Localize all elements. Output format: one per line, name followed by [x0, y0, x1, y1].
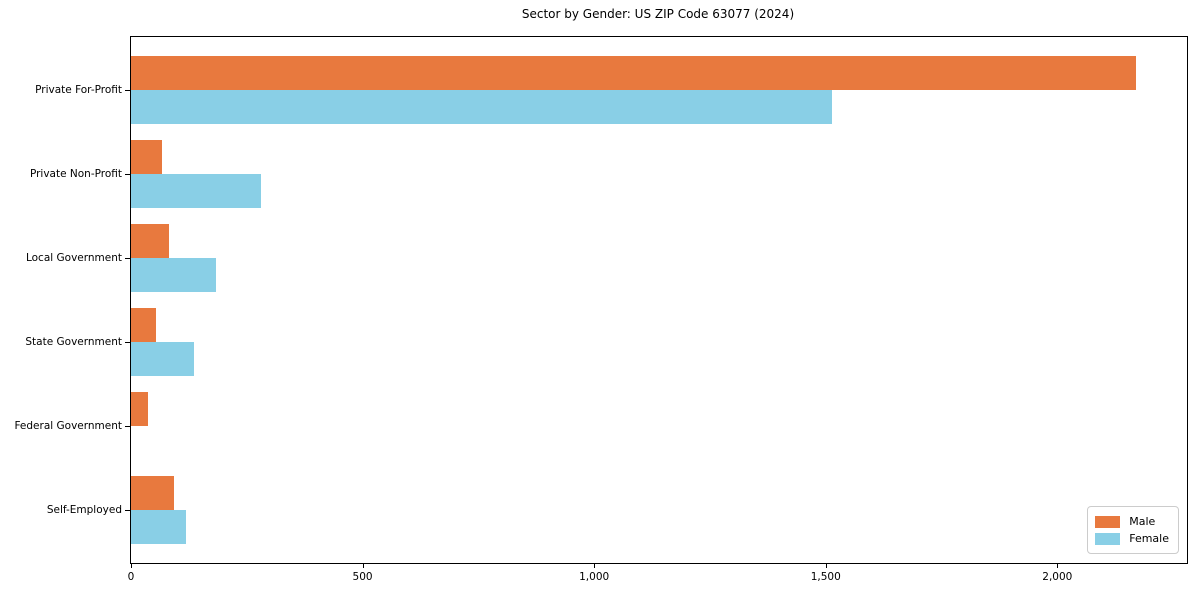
ytick-mark-local-government: [125, 258, 130, 260]
ytick-label-self-employed: Self-Employed: [46, 503, 122, 516]
bar-male-private-for-profit: [131, 56, 1137, 91]
ytick-label-private-non-profit: Private Non-Profit: [29, 168, 122, 181]
xtick-label-0: 0: [127, 571, 135, 583]
legend-label-female: Female: [1129, 532, 1169, 545]
legend-swatch-female: [1095, 532, 1121, 545]
xtick-label-2,000: 2,000: [1042, 571, 1073, 583]
xtick-mark-500: [362, 563, 364, 568]
xtick-label-1,500: 1,500: [810, 571, 841, 583]
bar-male-self-employed: [131, 475, 174, 510]
bar-female-state-government: [131, 341, 195, 376]
chart-title: Sector by Gender: US ZIP Code 63077 (202…: [521, 7, 795, 21]
legend-swatch-male: [1095, 515, 1121, 528]
xtick-mark-0: [131, 563, 132, 568]
legend-item-female: Female: [1095, 530, 1169, 547]
xtick-mark-2,000: [1057, 563, 1059, 568]
legend-label-male: Male: [1129, 515, 1156, 528]
ytick-mark-state-government: [125, 341, 130, 343]
bar-female-local-government: [131, 258, 217, 293]
xtick-label-1,000: 1,000: [579, 571, 610, 583]
bar-female-private-for-profit: [131, 90, 832, 125]
bar-male-federal-government: [131, 391, 148, 426]
bar-female-private-non-profit: [131, 174, 261, 209]
ytick-mark-federal-government: [125, 425, 130, 427]
plot-area: Private For-Profit Private Non-Profit Loca…: [14, 36, 1188, 583]
ytick-mark-self-employed: [125, 509, 130, 511]
legend-item-male: Male: [1095, 513, 1169, 530]
xtick-mark-1,500: [825, 563, 827, 568]
ytick-mark-private-for-profit: [125, 90, 130, 92]
bar-female-self-employed: [131, 509, 187, 544]
xtick-mark-1,000: [594, 563, 596, 568]
bar-male-local-government: [131, 224, 169, 259]
bar-male-state-government: [131, 307, 156, 342]
xtick-label-500: 500: [352, 571, 373, 583]
ytick-mark-private-non-profit: [125, 174, 130, 176]
ytick-label-federal-government: Federal Government: [14, 419, 122, 432]
ytick-label-local-government: Local Government: [25, 252, 122, 265]
bar-male-private-non-profit: [131, 140, 163, 175]
ytick-label-state-government: State Government: [25, 335, 122, 348]
ytick-label-private-for-profit: Private For-Profit: [35, 84, 122, 97]
legend: Male Female: [1087, 506, 1179, 554]
